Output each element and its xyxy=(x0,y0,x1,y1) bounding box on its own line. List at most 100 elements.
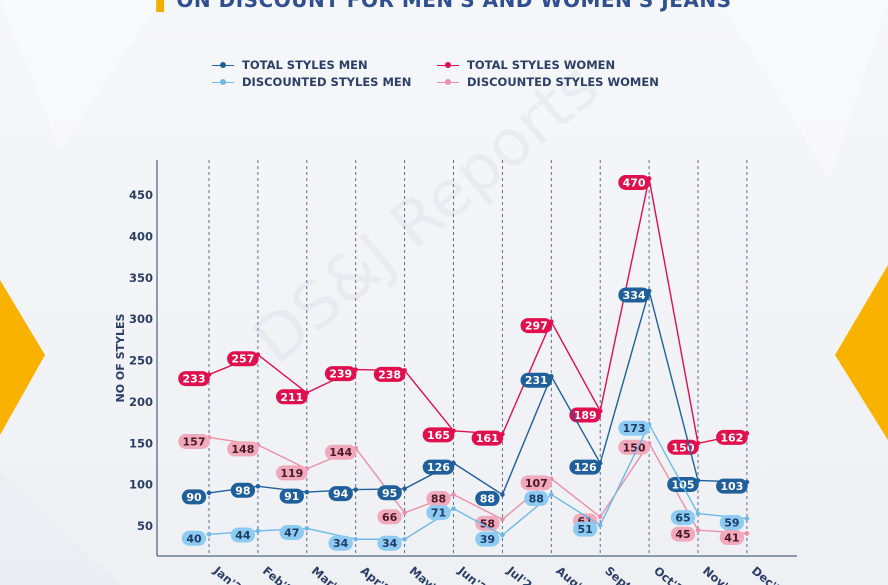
legend-line-marker-icon xyxy=(212,76,234,88)
data-label-background xyxy=(475,515,500,531)
data-label: 94 xyxy=(333,488,349,501)
data-label-background xyxy=(471,430,504,446)
chart-title-text: ON DISCOUNT FOR MEN'S AND WOMEN'S JEANS xyxy=(176,0,732,12)
data-label-background xyxy=(328,535,353,551)
data-point xyxy=(255,528,261,534)
right-accent-shape xyxy=(835,265,888,440)
data-point xyxy=(206,490,212,496)
legend-label: DISCOUNTED STYLES WOMEN xyxy=(467,75,659,89)
data-label-background xyxy=(279,524,304,540)
data-point xyxy=(451,492,456,497)
data-label: 470 xyxy=(623,176,646,189)
y-tick-label: 150 xyxy=(129,436,153,450)
data-label-background xyxy=(618,439,650,455)
legend-line-marker-icon xyxy=(212,59,234,71)
data-label: 148 xyxy=(231,443,254,456)
data-label-background xyxy=(475,531,500,547)
data-label-background xyxy=(569,459,601,475)
data-label-background xyxy=(667,476,699,492)
x-tick-label: Dec'21 xyxy=(749,564,791,585)
data-point xyxy=(402,510,407,516)
data-label: 44 xyxy=(235,529,251,542)
x-tick-label: Nov'21 xyxy=(700,564,743,585)
data-label-background xyxy=(181,489,207,505)
data-label: 41 xyxy=(724,531,739,544)
data-label: 51 xyxy=(578,523,593,536)
x-tick-label: Mar'21 xyxy=(309,564,352,585)
data-label: 34 xyxy=(382,537,398,550)
title-accent-icon: ▌ xyxy=(156,0,173,12)
data-label: 91 xyxy=(284,490,299,503)
data-label: 162 xyxy=(720,431,743,444)
data-label: 40 xyxy=(186,532,202,545)
data-label: 126 xyxy=(427,461,450,474)
data-label-background xyxy=(377,509,402,525)
data-label-background xyxy=(716,478,748,494)
data-label-background xyxy=(279,488,304,504)
data-label-background xyxy=(520,318,553,334)
data-label: 98 xyxy=(235,484,250,497)
data-point xyxy=(304,526,310,531)
data-point xyxy=(353,536,359,542)
data-label: 157 xyxy=(183,435,206,448)
data-label: 34 xyxy=(333,537,349,550)
data-label-background xyxy=(520,475,553,491)
x-tick-label: Oct'21 xyxy=(651,564,692,585)
data-label: 126 xyxy=(574,461,597,474)
data-label-background xyxy=(178,433,210,449)
data-label-background xyxy=(426,491,451,507)
data-label: 297 xyxy=(525,320,548,333)
data-label: 88 xyxy=(480,493,495,506)
data-label: 189 xyxy=(574,409,597,422)
data-label-background xyxy=(178,371,210,387)
x-tick-label: Jul'21 xyxy=(504,563,541,585)
data-label-background xyxy=(618,420,650,436)
x-tick-label: Apr'21 xyxy=(358,564,399,585)
data-label: 65 xyxy=(675,512,690,525)
data-point xyxy=(206,531,212,537)
data-label: 239 xyxy=(329,368,352,381)
left-accent-shape xyxy=(0,280,45,435)
data-point xyxy=(549,492,554,497)
data-label: 211 xyxy=(280,391,303,404)
data-label-background xyxy=(227,441,259,457)
data-label-background xyxy=(227,351,259,367)
data-label: 144 xyxy=(329,446,352,459)
series-line xyxy=(208,436,747,535)
data-label: 103 xyxy=(720,480,743,493)
data-label-background xyxy=(276,465,308,481)
data-label-background xyxy=(230,527,256,543)
data-label-background xyxy=(670,510,696,526)
data-label-background xyxy=(618,174,650,190)
y-tick-label: 450 xyxy=(129,188,153,202)
data-label-background xyxy=(716,429,748,445)
data-label-background xyxy=(377,535,402,551)
data-label: 59 xyxy=(724,517,739,530)
data-label-background xyxy=(373,366,406,382)
legend-item-total-men: TOTAL STYLES MEN xyxy=(212,58,437,72)
data-point xyxy=(744,531,750,536)
data-label-background xyxy=(670,526,696,542)
data-point xyxy=(451,506,456,511)
data-label: 58 xyxy=(480,517,495,530)
x-tick-label: Jan'21 xyxy=(210,563,250,585)
y-tick-label: 200 xyxy=(129,395,153,409)
data-label: 39 xyxy=(480,533,495,546)
data-point xyxy=(695,511,701,516)
data-point xyxy=(695,527,701,533)
data-label-background xyxy=(524,491,549,507)
data-label-background xyxy=(573,521,598,537)
data-label: 150 xyxy=(623,441,646,454)
data-label-background xyxy=(520,372,553,388)
legend-item-discount-men: DISCOUNTED STYLES MEN xyxy=(212,75,437,89)
data-point xyxy=(353,487,359,492)
data-label: 173 xyxy=(623,422,646,435)
data-label-background xyxy=(569,407,601,423)
data-point xyxy=(255,483,261,489)
data-label: 161 xyxy=(476,432,499,445)
data-point xyxy=(597,514,603,520)
data-label-background xyxy=(230,482,256,498)
x-tick-label: Feb'21 xyxy=(260,564,302,585)
